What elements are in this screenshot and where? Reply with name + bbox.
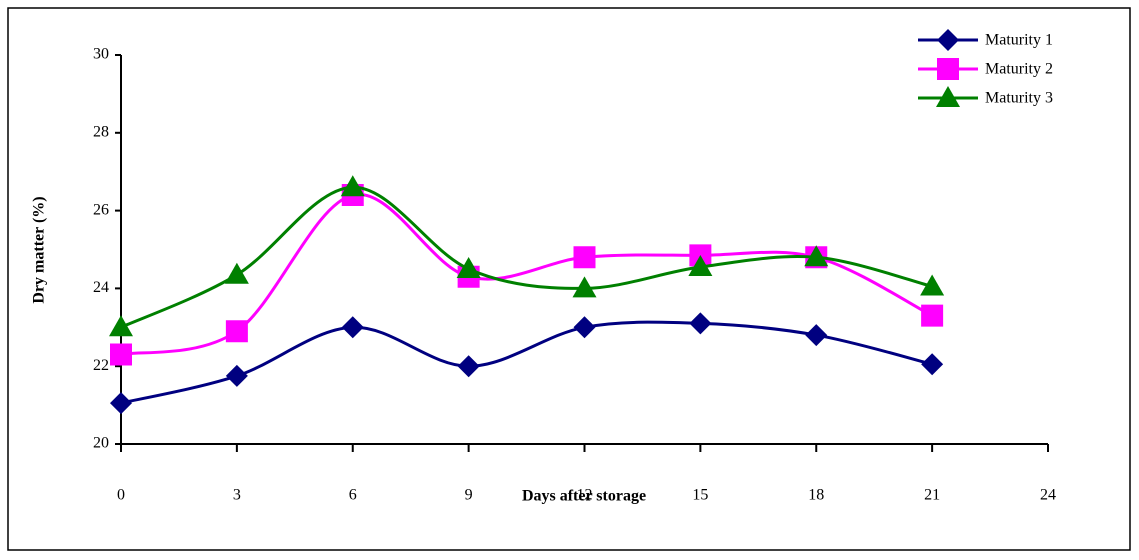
x-tick-label: 3 — [233, 487, 241, 504]
marker — [225, 364, 248, 387]
marker — [804, 245, 829, 267]
marker — [572, 276, 597, 298]
marker — [341, 316, 364, 339]
series-line — [120, 320, 933, 405]
legend-marker — [937, 29, 959, 51]
y-tick-label: 28 — [93, 123, 109, 140]
marker — [110, 343, 132, 366]
x-tick-label: 24 — [1040, 487, 1056, 504]
marker — [921, 304, 944, 327]
marker — [109, 315, 133, 337]
x-tick-label: 15 — [692, 487, 708, 504]
y-tick-label: 30 — [93, 46, 109, 63]
marker — [689, 312, 712, 335]
series-line — [120, 185, 933, 329]
x-tick-label: 21 — [924, 487, 940, 504]
marker — [573, 316, 596, 339]
x-tick-label: 6 — [349, 487, 357, 504]
marker — [921, 353, 944, 376]
series-line — [120, 192, 933, 357]
legend-marker — [937, 58, 959, 80]
x-axis-title: Days after storage — [522, 488, 646, 505]
x-tick-label: 9 — [465, 487, 473, 504]
marker — [688, 255, 713, 277]
y-tick-label: 26 — [93, 201, 109, 218]
y-tick-label: 20 — [93, 435, 109, 452]
x-tick-label: 18 — [808, 487, 824, 504]
marker — [920, 274, 945, 296]
x-tick-label: 0 — [117, 487, 125, 504]
marker — [340, 175, 365, 197]
marker — [225, 320, 248, 343]
chart-border — [7, 7, 1131, 551]
legend-label: Maturity 1 — [985, 32, 1053, 49]
y-tick-label: 24 — [93, 279, 109, 296]
y-tick-label: 22 — [93, 357, 109, 374]
legend-label: Maturity 3 — [985, 90, 1053, 107]
marker — [573, 246, 596, 269]
marker — [805, 324, 828, 347]
marker — [110, 392, 132, 415]
y-axis-title: Dry matter (%) — [31, 196, 48, 303]
marker — [224, 262, 249, 284]
marker — [456, 256, 481, 278]
x-tick-label: 12 — [577, 487, 593, 504]
legend-marker — [936, 86, 960, 107]
legend-label: Maturity 2 — [985, 61, 1053, 78]
marker — [457, 355, 480, 378]
